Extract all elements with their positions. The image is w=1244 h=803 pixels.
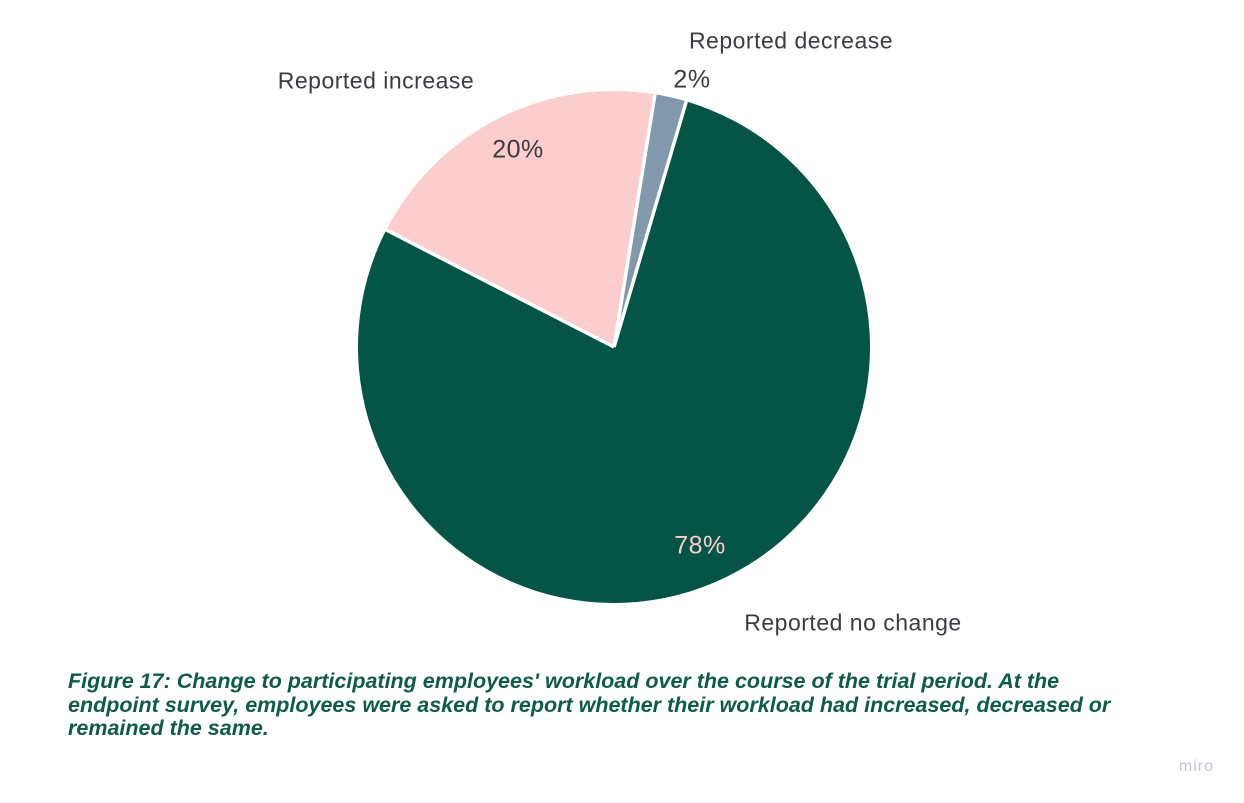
caption-line-2: endpoint survey, employees were asked to… [68,692,1111,717]
slice-value-no-change: 78% [674,531,726,560]
pie-slice-no_change [357,101,870,604]
caption-line-1: Figure 17: Change to participating emplo… [68,669,1060,693]
slice-value-decrease: 2% [673,65,711,94]
slice-label-no-change: Reported no change [744,609,962,636]
slice-label-decrease: Reported decrease [688,27,894,54]
pie-slice-increase [386,90,655,347]
slice-separator [612,100,688,348]
slice-label-increase: Reported increase [277,67,475,94]
slice-separator [385,228,615,349]
miro-watermark: miro [1178,758,1214,775]
figure-caption: Figure 17: Change to participating emplo… [68,669,1228,741]
slice-separator [612,94,657,348]
slice-value-increase: 20% [492,135,544,164]
caption-line-3: remained the same. [68,716,269,740]
